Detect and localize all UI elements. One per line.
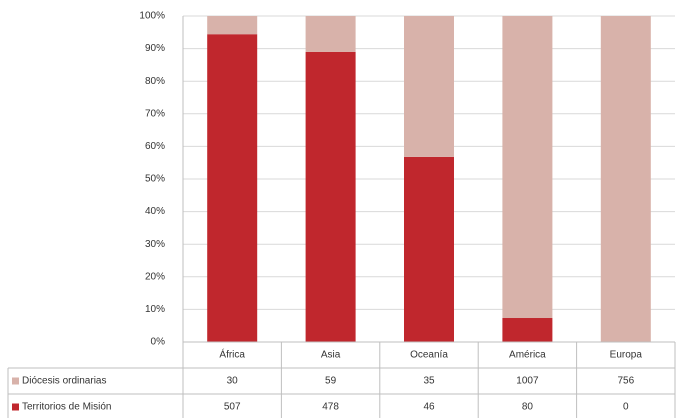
y-tick-label: 40%	[145, 206, 165, 217]
legend-label: Territorios de Misión	[22, 402, 111, 413]
table-value: 46	[423, 402, 435, 413]
x-tick-label: África	[219, 348, 245, 361]
bar-segment	[600, 16, 651, 342]
table-value: 59	[325, 376, 337, 387]
x-tick-label: Asia	[321, 350, 341, 361]
y-tick-label: 0%	[151, 337, 166, 348]
x-tick-label: América	[509, 350, 546, 361]
legend-swatch	[12, 377, 19, 385]
y-tick-label: 10%	[145, 304, 165, 315]
table-value: 756	[617, 376, 634, 387]
legend-swatch	[12, 403, 19, 411]
y-tick-label: 90%	[145, 43, 165, 54]
bar-segment	[502, 318, 553, 342]
y-tick-label: 70%	[145, 108, 165, 119]
y-tick-label: 100%	[139, 11, 165, 22]
table-value: 35	[423, 376, 435, 387]
x-tick-label: Europa	[610, 350, 643, 361]
table-value: 1007	[516, 376, 539, 387]
y-tick-label: 20%	[145, 271, 165, 282]
table-value: 507	[224, 402, 241, 413]
table-value: 80	[522, 402, 534, 413]
y-tick-label: 50%	[145, 174, 165, 185]
y-tick-label: 80%	[145, 76, 165, 87]
table-value: 30	[227, 376, 239, 387]
table-value: 0	[623, 402, 629, 413]
bar-segment	[305, 51, 356, 342]
bar-segment	[404, 16, 454, 157]
y-tick-label: 30%	[145, 239, 165, 250]
bar-segment	[207, 16, 258, 35]
x-tick-label: Oceanía	[410, 350, 448, 361]
bar-segment	[404, 156, 454, 342]
y-tick-label: 60%	[145, 141, 165, 152]
bar-segment	[502, 16, 553, 319]
bar-segment	[207, 34, 258, 343]
bar-segment	[305, 16, 356, 52]
legend-label: Diócesis ordinarias	[22, 376, 106, 387]
table-value: 478	[322, 402, 339, 413]
